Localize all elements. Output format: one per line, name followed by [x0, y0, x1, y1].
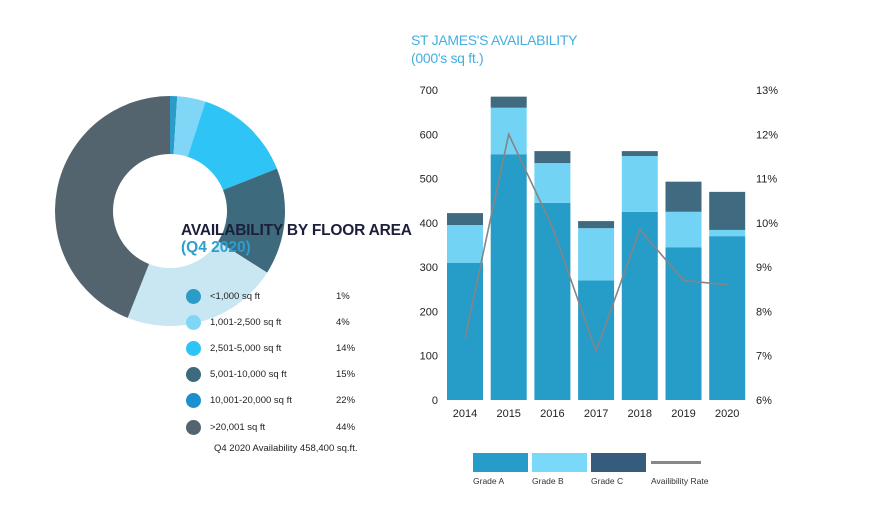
x-axis-tick-label: 2014: [453, 408, 477, 420]
legend-value: 1%: [336, 290, 350, 302]
bar-segment-grade-a: [621, 211, 658, 400]
legend-label: 2,501-5,000 sq ft: [210, 342, 282, 354]
bar-chart-title-line1: ST JAMES'S AVAILABILITY: [411, 32, 578, 48]
legend-swatch-grade-c: [591, 453, 646, 472]
legend-label: 1,001-2,500 sq ft: [210, 316, 282, 328]
donut-legend-item: 1,001-2,500 sq ft 4%: [186, 309, 376, 335]
bar-segment-grade-a: [490, 154, 527, 400]
bar-segment-grade-a: [709, 236, 746, 400]
donut-legend-item: <1,000 sq ft 1%: [186, 283, 376, 309]
bar-segment-grade-b: [665, 211, 702, 248]
legend-label: 10,001-20,000 sq ft: [210, 395, 292, 407]
bar-chart-title-line2: (000's sq ft.): [411, 50, 484, 66]
legend-dot-icon: [186, 367, 201, 383]
x-axis-tick-label: 2019: [671, 408, 695, 420]
bar-segment-grade-a: [578, 280, 615, 400]
legend-dot-icon: [186, 419, 201, 435]
legend-label-grade-c: Grade C: [591, 476, 624, 486]
legend-value: 44%: [336, 421, 356, 433]
legend-dot-icon: [186, 288, 201, 304]
bar-segment-grade-c: [534, 151, 571, 164]
legend-value: 22%: [336, 395, 356, 407]
legend-value: 14%: [336, 342, 356, 354]
donut-slice: [173, 96, 206, 157]
legend-dot-icon: [186, 340, 201, 356]
y-axis-tick-label: 100: [420, 351, 438, 363]
legend-value: 4%: [336, 316, 350, 328]
bar-segment-grade-b: [709, 229, 746, 237]
y-axis-tick-label: 500: [420, 174, 438, 186]
legend-dot-icon: [186, 314, 201, 330]
bar-segment-grade-a: [447, 262, 483, 400]
y-axis-tick-label: 400: [420, 218, 438, 230]
x-axis-tick-label: 2015: [496, 408, 520, 420]
donut-legend-item: >20,001 sq ft 44%: [186, 414, 376, 440]
donut-legend-item: 10,001-20,000 sq ft 22%: [186, 388, 376, 414]
donut-slice: [55, 96, 170, 318]
legend-swatch-grade-a: [473, 453, 528, 472]
y-axis-tick-label: 600: [420, 129, 438, 141]
legend-label-grade-a: Grade A: [473, 476, 505, 486]
x-axis-tick-label: 2016: [540, 408, 564, 420]
legend-label: >20,001 sq ft: [210, 421, 266, 433]
legend-label-grade-b: Grade B: [532, 476, 564, 486]
availability-rate-line: [464, 131, 728, 354]
y-axis-tick-label: 0: [432, 395, 438, 407]
donut-slice: [170, 96, 178, 155]
donut-legend-item: 2,501-5,000 sq ft 14%: [186, 335, 376, 361]
bar-segment-grade-c: [490, 96, 527, 108]
x-axis-tick-label: 2020: [715, 408, 739, 420]
bar-segment-grade-b: [447, 225, 483, 263]
bar-segment-grade-a: [665, 247, 702, 400]
y2-axis-tick-label: 7%: [756, 351, 772, 363]
bar-segment-grade-c: [447, 213, 483, 226]
y-axis-tick-label: 700: [420, 85, 438, 97]
legend-label: <1,000 sq ft: [210, 290, 260, 302]
legend-value: 15%: [336, 369, 356, 381]
y2-axis-tick-label: 9%: [756, 262, 772, 274]
y2-axis-tick-label: 10%: [756, 218, 778, 230]
bar-chart-title: ST JAMES'S AVAILABILITY (000's sq ft.): [411, 31, 577, 67]
bar-segment-grade-b: [534, 163, 571, 203]
legend-label-availability-rate: Availibility Rate: [651, 476, 709, 486]
bar-segment-grade-c: [621, 151, 658, 156]
legend-label: 5,001-10,000 sq ft: [210, 369, 287, 381]
y2-axis-tick-label: 13%: [756, 85, 778, 97]
x-axis-tick-label: 2017: [584, 408, 608, 420]
y2-axis-tick-label: 12%: [756, 129, 778, 141]
bar-segment-grade-b: [490, 107, 527, 155]
bar-segment-grade-c: [665, 181, 702, 212]
donut-subtitle: (Q4 2020): [181, 239, 251, 256]
y2-axis-tick-label: 8%: [756, 306, 772, 318]
donut-slice: [127, 241, 268, 326]
y2-axis-tick-label: 11%: [756, 174, 777, 186]
floor-area-donut-chart: [55, 96, 286, 326]
y-axis-tick-label: 300: [420, 262, 438, 274]
donut-title: AVAILABILITY BY FLOOR AREA: [181, 222, 412, 239]
bar-segment-grade-b: [578, 228, 615, 281]
donut-total-note: Q4 2020 Availability 458,400 sq.ft.: [214, 443, 358, 454]
bar-segment-grade-c: [578, 221, 615, 229]
bar-segment-grade-c: [709, 191, 746, 230]
donut-legend: <1,000 sq ft 1% 1,001-2,500 sq ft 4% 2,501…: [186, 283, 376, 440]
x-axis-tick-label: 2018: [628, 408, 652, 420]
bar-segment-grade-b: [621, 155, 658, 212]
donut-slice: [187, 101, 277, 191]
legend-line-availability-rate: [651, 461, 701, 464]
legend-dot-icon: [186, 393, 201, 409]
donut-legend-item: 5,001-10,000 sq ft 15%: [186, 362, 376, 388]
y-axis-tick-label: 200: [420, 306, 438, 318]
y2-axis-tick-label: 6%: [756, 395, 772, 407]
bar-segment-grade-a: [534, 202, 571, 400]
donut-slice: [218, 168, 286, 273]
legend-swatch-grade-b: [532, 453, 587, 472]
